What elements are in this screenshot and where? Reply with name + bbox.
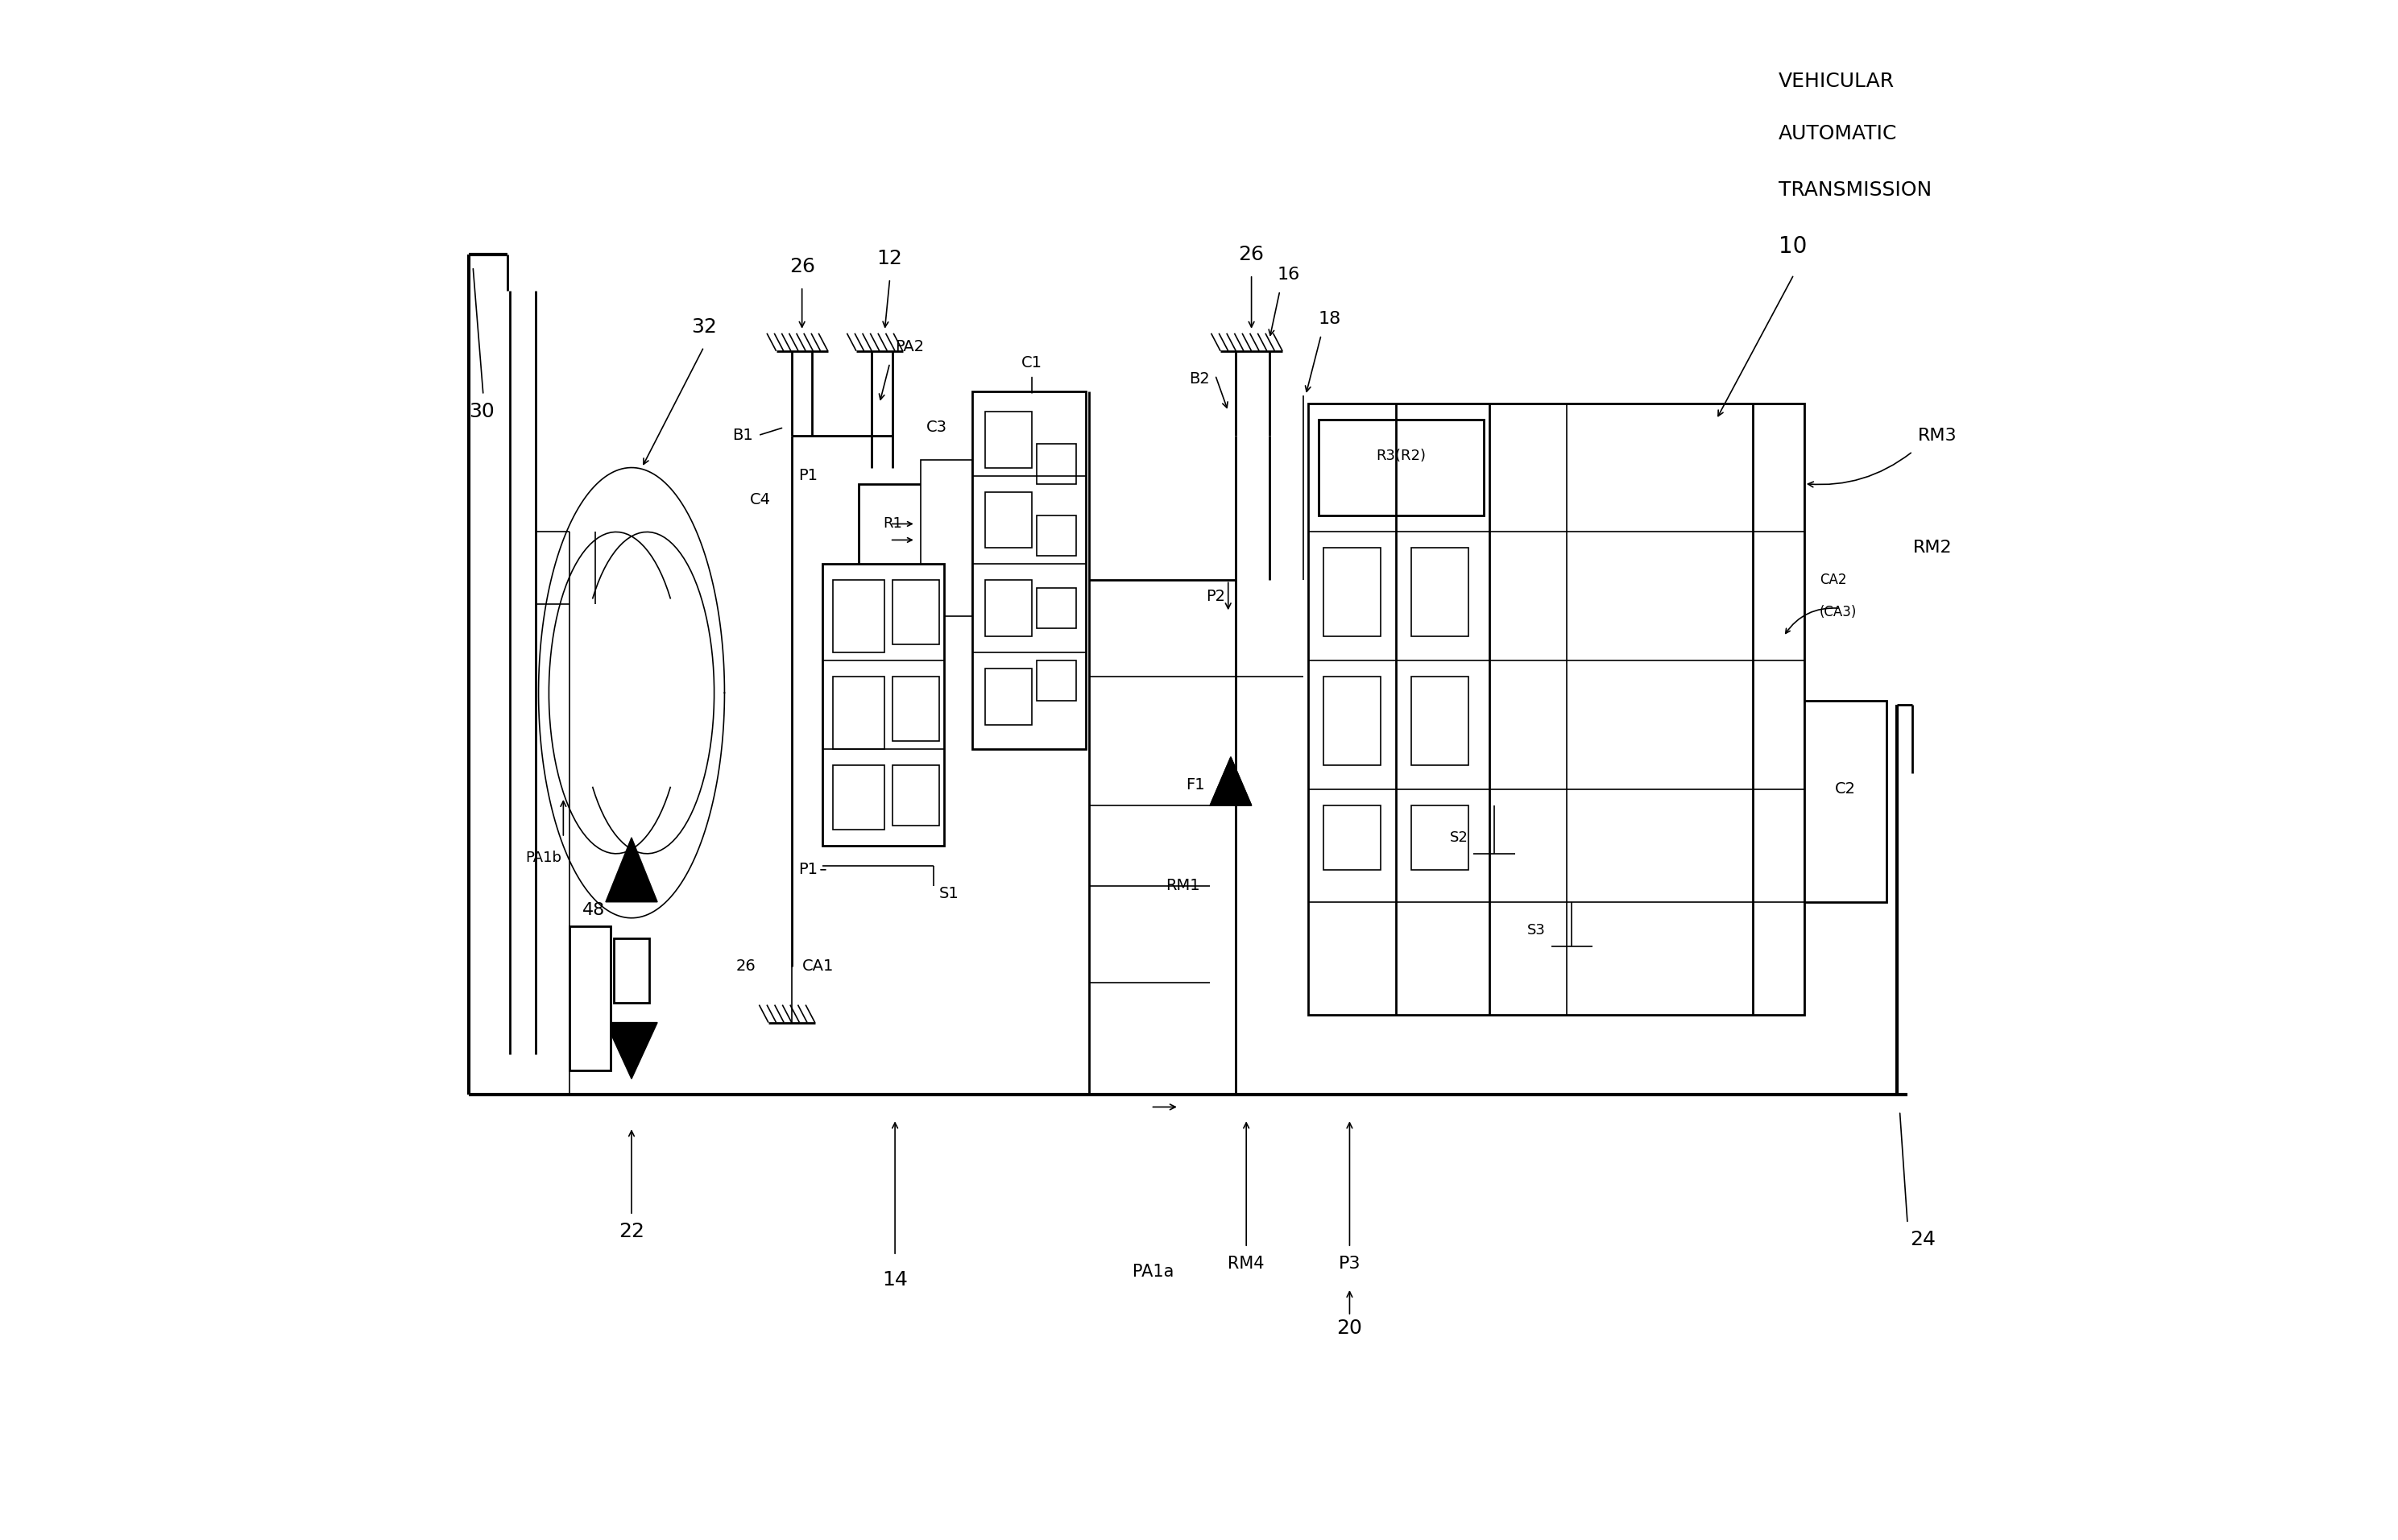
Text: S2: S2 [1451,830,1468,845]
Text: RM3: RM3 [1918,428,1957,444]
Text: RM1: RM1 [1165,878,1199,893]
Bar [1309,403,1803,1015]
Bar [986,581,1031,636]
Text: 26: 26 [1237,245,1264,265]
Text: 14: 14 [882,1270,909,1289]
Bar [1324,805,1381,870]
Text: 10: 10 [1779,236,1806,257]
Bar [1036,516,1077,556]
Text: 30: 30 [470,402,494,420]
Polygon shape [607,1023,657,1080]
Text: (CA3): (CA3) [1820,605,1856,619]
Bar [1412,548,1468,636]
Text: B2: B2 [1189,371,1211,387]
Text: C1: C1 [1022,356,1043,371]
Polygon shape [607,838,657,902]
Bar [892,581,940,645]
Text: AUTOMATIC: AUTOMATIC [1779,125,1897,143]
Text: 24: 24 [1911,1230,1935,1249]
Text: CA2: CA2 [1820,573,1846,587]
Bar [1036,588,1077,628]
Bar [1412,676,1468,765]
Text: VEHICULAR: VEHICULAR [1779,72,1894,91]
Bar [614,938,650,1003]
Text: C4: C4 [751,493,772,507]
Polygon shape [1211,758,1252,805]
Text: C2: C2 [1834,782,1856,798]
Bar [832,581,885,653]
Bar [1324,676,1381,765]
Bar [571,926,611,1070]
Bar [1412,805,1468,870]
Bar [986,491,1031,548]
Text: 12: 12 [878,249,902,268]
Bar [1803,701,1887,902]
Text: 48: 48 [583,902,604,918]
Text: P1: P1 [799,862,818,878]
Bar [986,411,1031,468]
Text: 26: 26 [789,257,815,276]
Text: 26: 26 [736,958,755,973]
Bar [832,765,885,830]
Text: B1: B1 [731,428,753,444]
Text: 20: 20 [1336,1318,1362,1338]
Text: 32: 32 [691,317,717,337]
Bar [974,391,1086,748]
Bar [1036,661,1077,701]
Text: F1: F1 [1187,778,1204,793]
Text: P1: P1 [799,468,818,484]
Bar [1324,548,1381,636]
Text: CA1: CA1 [801,958,835,973]
Bar [858,484,926,573]
Bar [832,676,885,748]
Text: PA2: PA2 [894,339,923,354]
Bar [892,765,940,825]
Text: TRANSMISSION: TRANSMISSION [1779,180,1933,200]
Text: P2: P2 [1206,588,1225,604]
Text: S3: S3 [1528,922,1547,938]
Text: RM2: RM2 [1914,541,1952,556]
Text: 16: 16 [1278,266,1300,283]
Bar [892,676,940,741]
Text: PA1b: PA1b [525,850,561,865]
Text: 22: 22 [619,1221,645,1241]
Text: P3: P3 [1338,1255,1360,1272]
Bar [986,668,1031,725]
Text: S1: S1 [940,885,959,901]
Text: C3: C3 [926,420,947,434]
Text: RM4: RM4 [1228,1255,1264,1272]
Text: PA1a: PA1a [1132,1264,1175,1280]
Text: R1: R1 [882,516,902,531]
Bar [921,459,974,616]
Bar [823,564,945,845]
Bar [1036,444,1077,484]
Text: R3(R2): R3(R2) [1376,448,1427,464]
Bar [1319,419,1484,516]
Text: 18: 18 [1319,311,1340,326]
